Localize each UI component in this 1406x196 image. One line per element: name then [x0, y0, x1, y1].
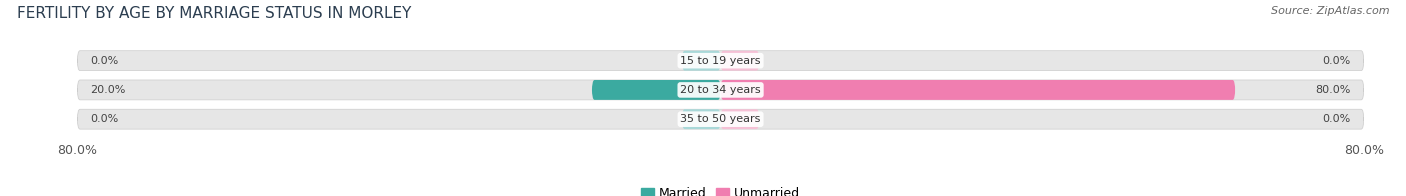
FancyBboxPatch shape	[682, 109, 721, 129]
FancyBboxPatch shape	[77, 80, 1364, 100]
Text: FERTILITY BY AGE BY MARRIAGE STATUS IN MORLEY: FERTILITY BY AGE BY MARRIAGE STATUS IN M…	[17, 6, 411, 21]
Text: 0.0%: 0.0%	[90, 114, 118, 124]
Text: Source: ZipAtlas.com: Source: ZipAtlas.com	[1271, 6, 1389, 16]
Text: 0.0%: 0.0%	[1323, 56, 1351, 66]
Text: 20 to 34 years: 20 to 34 years	[681, 85, 761, 95]
FancyBboxPatch shape	[721, 51, 759, 71]
Text: 0.0%: 0.0%	[90, 56, 118, 66]
Legend: Married, Unmarried: Married, Unmarried	[636, 182, 806, 196]
Text: 80.0%: 80.0%	[1316, 85, 1351, 95]
FancyBboxPatch shape	[721, 80, 1236, 100]
FancyBboxPatch shape	[77, 109, 1364, 129]
FancyBboxPatch shape	[682, 51, 721, 71]
Text: 35 to 50 years: 35 to 50 years	[681, 114, 761, 124]
Text: 20.0%: 20.0%	[90, 85, 125, 95]
Text: 15 to 19 years: 15 to 19 years	[681, 56, 761, 66]
FancyBboxPatch shape	[721, 109, 759, 129]
FancyBboxPatch shape	[592, 80, 721, 100]
FancyBboxPatch shape	[77, 51, 1364, 71]
Text: 0.0%: 0.0%	[1323, 114, 1351, 124]
